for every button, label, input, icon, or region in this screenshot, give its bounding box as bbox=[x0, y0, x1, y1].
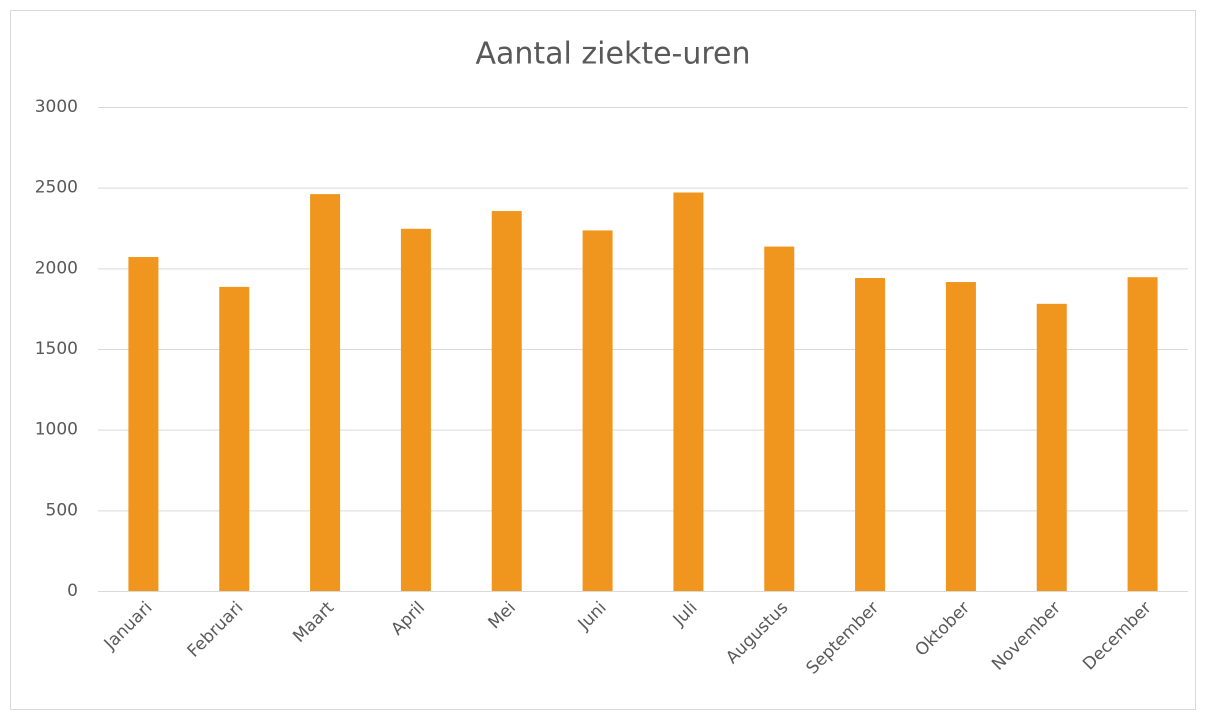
bar bbox=[855, 278, 886, 591]
bar bbox=[400, 228, 431, 591]
bar bbox=[310, 194, 341, 591]
bar bbox=[1036, 303, 1067, 591]
bar bbox=[764, 246, 795, 591]
bar bbox=[945, 282, 976, 591]
bar bbox=[219, 286, 250, 591]
bar bbox=[491, 211, 522, 591]
bar bbox=[1127, 277, 1158, 591]
y-tick-label: 1500 bbox=[35, 339, 78, 359]
y-tick-label: 0 bbox=[67, 581, 78, 601]
bar bbox=[673, 192, 704, 592]
y-tick-label: 3000 bbox=[35, 97, 78, 117]
y-tick-label: 1000 bbox=[35, 420, 78, 440]
chart-title: Aantal ziekte-uren bbox=[475, 37, 750, 72]
bar bbox=[582, 230, 613, 592]
y-tick-label: 500 bbox=[46, 500, 78, 520]
y-tick-label: 2500 bbox=[35, 178, 78, 198]
y-tick-label: 2000 bbox=[35, 258, 78, 278]
bar bbox=[128, 257, 159, 591]
